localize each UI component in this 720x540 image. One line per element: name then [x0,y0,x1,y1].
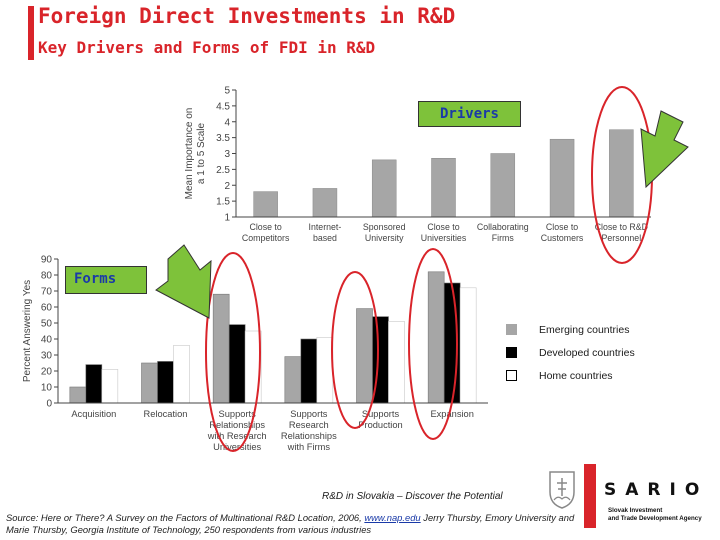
drivers-x-tick-label: Close to R&D Personnel [595,222,648,243]
forms-y-tick-label: 80 [41,271,53,282]
forms-x-tick-label: Supports Relationships with Research Univer… [207,409,267,452]
drivers-x-tick-label-line: Internet- [309,222,342,232]
drivers-y-tick-label: 3.5 [216,133,230,144]
drivers-y-tick-label: 4 [224,117,230,128]
drivers-y-tick-label: 1.5 [216,197,230,208]
drivers-y-axis-label-line: a 1 to 5 Scale [196,122,207,184]
forms-y-tick-label: 50 [41,319,53,330]
forms-x-tick-label: Expansion [430,409,473,419]
drivers-x-tick-label: Close to Competitors [242,222,290,243]
forms-y-axis-label: Percent Answering Yes [22,280,33,382]
drivers-bar [490,153,516,218]
title-accent-bar [28,6,34,60]
forms-x-tick-label-line: Acquisition [71,409,116,419]
drivers-x-tick-label-line: Sponsored [363,222,406,232]
legend-label-developed: Developed countries [539,347,635,359]
legend-swatch-developed [506,347,517,358]
drivers-x-tick-label-line: based [313,233,337,243]
slovakia-emblem-icon [549,471,575,509]
forms-x-tick-label: Relocation [144,409,188,419]
forms-x-tick-label: Supports Research Relationships with Firms [281,409,337,452]
drivers-x-tick-label-line: Close to R&D [595,222,648,232]
sario-sub-line-2: and Trade Development Agency [608,514,702,522]
legend-label-home: Home countries [539,370,613,382]
forms-x-tick-label-line: Relationships [281,431,337,441]
drivers-y-tick-label: 3 [224,149,230,160]
drivers-x-tick-label: Internet-based [309,222,342,243]
forms-x-tick-label-line: Supports [219,409,257,419]
forms-x-tick-label: Acquisition [71,409,116,419]
drivers-y-axis-label: Mean Importance ona 1 to 5 Scale [184,108,207,200]
drivers-x-tick-label-line: Competitors [242,233,290,243]
forms-x-tick-label-line: Production [358,420,402,430]
forms-x-tick-label-line: Relocation [144,409,188,419]
drivers-x-tick-label: Close to Customers [541,222,584,243]
forms-y-tick-label: 30 [41,351,53,362]
legend-swatch-home [506,370,517,381]
drivers-x-tick-label-line: University [365,233,404,243]
forms-label: Forms [65,266,147,294]
drivers-bar [609,129,634,218]
drivers-y-tick-label: 1 [224,213,230,224]
forms-y-tick-label: 90 [41,255,53,266]
sario-sub-line-1: Slovak Investment [608,507,663,514]
drivers-x-tick-label: Collaborating Firms [477,222,529,243]
arrow-forms [155,244,212,319]
drivers-x-tick-label-line: Customers [541,233,584,243]
sario-logo-subtitle: Slovak Investment and Trade Development … [608,507,702,522]
drivers-bar [312,188,338,218]
drivers-y-tick-label: 4.5 [216,101,230,112]
source-text-pre: Source: Here or There? A Survey on the F… [6,512,362,523]
source-link[interactable]: www.nap.edu [364,512,421,523]
drivers-x-tick-label-line: Close to [546,222,578,232]
drivers-bar [549,138,575,218]
legend-label-emerging: Emerging countries [539,324,630,336]
drivers-bar [371,159,397,218]
drivers-chart: 1 1.5 2 2.5 3 3.5 4 4.5 5 Mean Importance ona 1 t… [184,86,651,243]
arrow-drivers [640,110,689,189]
highlight-ellipse-drivers [591,86,653,264]
forms-y-tick-label: 0 [46,399,52,410]
drivers-x-tick-label-line: Close to [427,222,459,232]
forms-y-tick-label: 10 [41,383,53,394]
page-subtitle: Key Drivers and Forms of FDI in R&D [38,38,376,57]
drivers-x-tick-label: Sponsored University [363,222,406,243]
forms-x-tick-label-line: with Research [207,431,267,441]
drivers-x-tick-label-line: Collaborating [477,222,529,232]
forms-x-tick-label-line: Supports [290,409,328,419]
page-title: Foreign Direct Investments in R&D [38,4,456,28]
drivers-x-tick-label-line: Firms [492,233,515,243]
forms-chart: 0 10 20 30 40 50 60 70 80 90 Percent Answering Yes… [22,255,488,452]
highlight-ellipse-forms-expansion [408,248,458,440]
forms-x-tick-label-line: Expansion [430,409,473,419]
highlight-ellipse-forms-universities [205,252,261,452]
drivers-y-tick-label: 2 [224,181,230,192]
drivers-y-tick-label: 2.5 [216,165,230,176]
drivers-x-tick-label-line: Close to [250,222,282,232]
drivers-y-tick-label: 5 [224,86,230,97]
forms-y-tick-label: 70 [41,287,53,298]
source-text-post: Jerry Thursby, Emory University and Mari… [6,512,575,535]
drivers-y-axis-label-line: Mean Importance on [184,108,195,200]
forms-y-tick-label: 40 [41,335,53,346]
source-citation: Source: Here or There? A Survey on the F… [6,512,586,536]
drivers-label: Drivers [418,101,521,127]
forms-x-tick-label-line: Supports [362,409,400,419]
drivers-x-tick-label: Close to Universities [421,222,467,243]
forms-x-tick-label-line: Universities [213,442,261,452]
highlight-ellipse-forms-production [331,271,379,429]
sario-logo: SARIO [604,480,709,500]
drivers-x-tick-label-line: Universities [421,233,467,243]
sario-accent-bar [584,464,596,528]
forms-y-tick-label: 60 [41,303,53,314]
footer-tagline: R&D in Slovakia – Discover the Potential [322,491,503,502]
forms-x-tick-label-line: Research [289,420,329,430]
legend-swatch-emerging [506,324,517,335]
drivers-x-tick-label-line: Personnel [602,233,642,243]
forms-x-tick-label: Supports Production [358,409,402,430]
forms-x-tick-label-line: with Firms [287,442,331,452]
forms-x-tick-label-line: Relationships [209,420,265,430]
forms-y-tick-label: 20 [41,367,53,378]
